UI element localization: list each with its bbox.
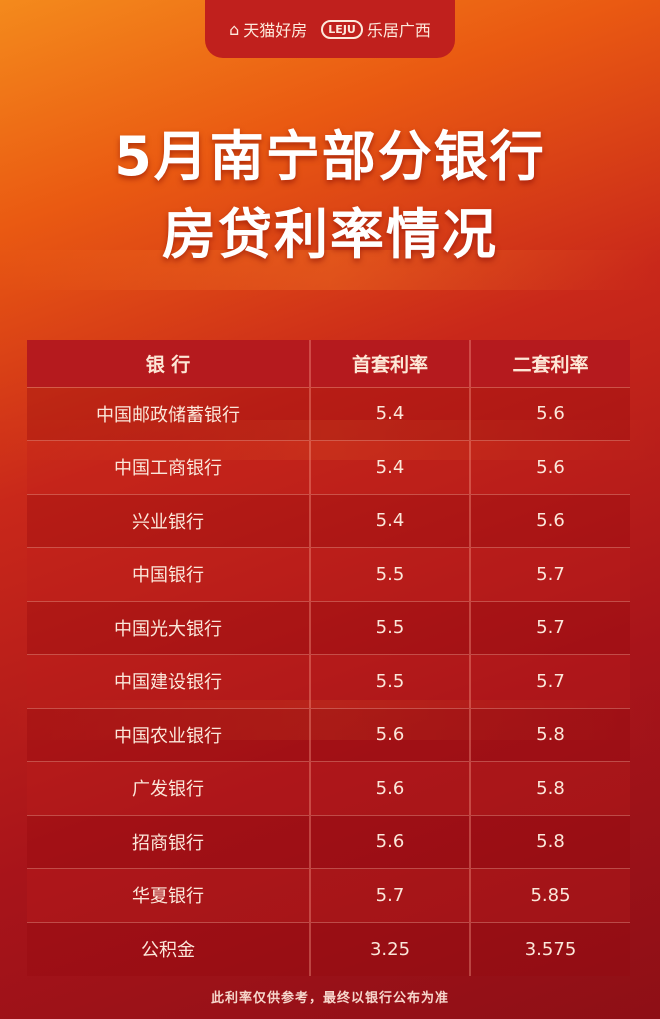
table-row: 中国光大银行 5.5 5.7 <box>27 600 630 655</box>
second-home-rate: 5.6 <box>469 386 630 441</box>
first-home-rate: 3.25 <box>309 921 470 976</box>
tmall-brand-name: 天猫好房 <box>243 21 308 40</box>
second-home-rate: 5.7 <box>469 654 630 708</box>
second-home-rate: 5.6 <box>469 440 630 494</box>
leju-mark: LEJU <box>321 19 363 39</box>
table-row: 中国银行 5.5 5.7 <box>27 547 630 601</box>
first-home-rate: 5.6 <box>309 761 470 815</box>
table-row: 兴业银行 5.4 5.6 <box>27 493 630 548</box>
first-home-rate: 5.5 <box>309 654 470 708</box>
bank-name: 广发银行 <box>27 761 310 815</box>
rate-table: 银 行 首套利率 二套利率 中国邮政储蓄银行 5.4 5.6 中国工商银行 5.4 5.6… <box>27 340 630 976</box>
brand-bar: ⌂ 天猫好房 LEJU 乐居广西 <box>205 0 455 58</box>
bank-name: 中国光大银行 <box>27 600 310 655</box>
second-home-rate: 5.8 <box>469 707 630 762</box>
second-home-rate: 5.8 <box>469 814 630 869</box>
header-second-rate: 二套利率 <box>469 340 630 387</box>
first-home-rate: 5.7 <box>309 868 470 922</box>
first-home-rate: 5.5 <box>309 547 470 601</box>
header-bank: 银 行 <box>27 340 310 387</box>
leju-logo: LEJU 乐居广西 <box>321 17 431 41</box>
leju-brand-name: 乐居广西 <box>366 21 431 40</box>
first-home-rate: 5.4 <box>309 493 470 548</box>
disclaimer: 此利率仅供参考，最终以银行公布为准 <box>210 991 449 1006</box>
second-home-rate: 5.8 <box>469 761 630 815</box>
table-row: 中国建设银行 5.5 5.7 <box>27 654 630 708</box>
table-header: 银 行 首套利率 二套利率 <box>27 340 630 387</box>
first-home-rate: 5.5 <box>309 600 470 655</box>
bank-name: 兴业银行 <box>27 493 310 548</box>
first-home-rate: 5.6 <box>309 707 470 762</box>
bank-name: 中国工商银行 <box>27 440 310 494</box>
bank-name: 招商银行 <box>27 814 310 869</box>
bank-name: 华夏银行 <box>27 868 310 922</box>
first-home-rate: 5.4 <box>309 386 470 441</box>
first-home-rate: 5.6 <box>309 814 470 869</box>
second-home-rate: 3.575 <box>469 921 630 976</box>
page-title-line1: 5月南宁部分银行 <box>114 125 546 188</box>
second-home-rate: 5.7 <box>469 547 630 601</box>
bank-name: 中国建设银行 <box>27 654 310 708</box>
second-home-rate: 5.7 <box>469 600 630 655</box>
page-title-line2: 房贷利率情况 <box>162 203 498 266</box>
house-icon: ⌂ <box>229 19 240 39</box>
second-home-rate: 5.6 <box>469 493 630 548</box>
table-row: 中国工商银行 5.4 5.6 <box>27 440 630 494</box>
table-row: 公积金 3.25 3.575 <box>27 921 630 976</box>
tmall-logo: ⌂ 天猫好房 <box>229 17 307 41</box>
bank-name: 中国农业银行 <box>27 707 310 762</box>
bank-name: 中国邮政储蓄银行 <box>27 386 310 441</box>
header-first-rate: 首套利率 <box>309 340 470 387</box>
bank-name: 公积金 <box>27 921 310 976</box>
table-row: 华夏银行 5.7 5.85 <box>27 868 630 922</box>
table-row: 中国邮政储蓄银行 5.4 5.6 <box>27 386 630 441</box>
table-row: 广发银行 5.6 5.8 <box>27 761 630 815</box>
table-row: 招商银行 5.6 5.8 <box>27 814 630 869</box>
second-home-rate: 5.85 <box>469 868 630 922</box>
bank-name: 中国银行 <box>27 547 310 601</box>
table-row: 中国农业银行 5.6 5.8 <box>27 707 630 762</box>
first-home-rate: 5.4 <box>309 440 470 494</box>
